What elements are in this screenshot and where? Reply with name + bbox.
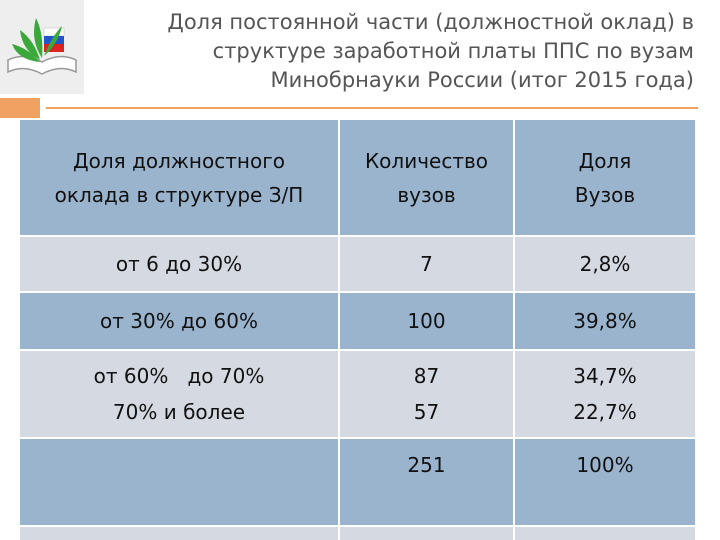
header-share-of-salary: Доля должностного оклада в структуре З/П bbox=[54, 148, 304, 207]
range-cell bbox=[20, 439, 338, 525]
table-row: от 30% до 60% 100 39,8% bbox=[20, 293, 695, 349]
share-cell: 39,8% bbox=[573, 309, 637, 333]
count-cell: 87 57 bbox=[413, 364, 440, 424]
column-divider bbox=[513, 120, 515, 540]
title-line: Минобрнауки России (итог 2015 года) bbox=[270, 68, 694, 92]
share-cell: 2,8% bbox=[579, 252, 631, 276]
header-university-count: Количество вузов bbox=[364, 148, 488, 207]
range-cell: от 6 до 30% bbox=[115, 252, 243, 276]
row-divider bbox=[20, 437, 695, 439]
range-cell: от 60% до 70% 70% и более bbox=[93, 364, 265, 424]
union-emblem-icon bbox=[7, 18, 77, 75]
salary-share-table: Доля должностного оклада в структуре З/П… bbox=[20, 120, 695, 540]
logo bbox=[0, 0, 84, 94]
count-cell: 100 bbox=[407, 309, 446, 333]
title-line: структуре заработной платы ППС по вузам bbox=[212, 39, 694, 63]
header-university-share: Доля Вузов bbox=[574, 148, 636, 207]
table-row: от 6 до 30% 7 2,8% bbox=[20, 237, 695, 291]
table-header: Доля должностного оклада в структуре З/П… bbox=[20, 120, 695, 235]
count-cell: 7 bbox=[420, 252, 433, 276]
title-line: Доля постоянной части (должностной оклад… bbox=[167, 10, 694, 34]
share-cell: 34,7% 22,7% bbox=[573, 364, 637, 424]
count-cell: 251 bbox=[407, 453, 446, 477]
column-divider bbox=[338, 120, 340, 540]
row-divider bbox=[20, 349, 695, 351]
table-row: от 60% до 70% 70% и более 87 57 34,7% 22… bbox=[20, 351, 695, 437]
slide-title: Доля постоянной части (должностной оклад… bbox=[94, 8, 694, 95]
table-row: 251 100% bbox=[20, 439, 695, 525]
accent-divider bbox=[46, 107, 698, 109]
range-cell: от 30% до 60% bbox=[100, 309, 258, 333]
row-divider bbox=[20, 291, 695, 293]
table-row bbox=[20, 527, 695, 540]
share-cell: 100% bbox=[576, 453, 634, 477]
row-divider bbox=[20, 525, 695, 527]
row-divider bbox=[20, 235, 695, 237]
accent-square bbox=[0, 98, 40, 118]
